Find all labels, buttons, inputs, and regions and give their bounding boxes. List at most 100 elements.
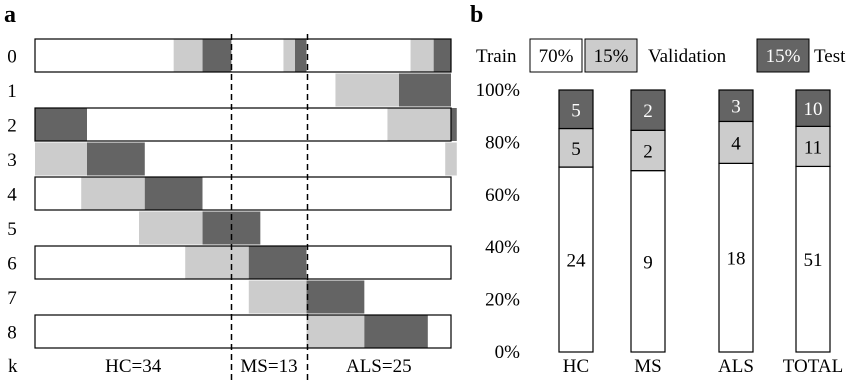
bar-value-label: 2 [643,141,653,162]
stacked-bar: 9 2 2 [630,89,666,353]
validation-segment [335,73,399,107]
legend-validation-label: Validation [648,46,727,67]
validation-bar-segment [558,127,594,168]
train-bar-segment [558,166,594,353]
test-segment [35,108,87,141]
validation-segment [387,108,451,141]
x-tick-label: ALS [718,356,754,377]
legend-train-pct: 70% [539,46,574,67]
legend-train-swatch [529,38,583,73]
test-segment [433,39,451,72]
fold-row-border [34,38,452,73]
legend-test-pct: 15% [766,46,801,67]
bar-value-label: 2 [643,101,653,122]
train-segment [35,39,174,72]
validation-segment [81,177,145,210]
train-bar-segment [795,165,831,353]
train-segment [202,177,457,210]
test-segment [87,142,145,176]
fold-row-border [34,245,452,280]
fold-row [34,107,457,142]
validation-segment [35,142,87,176]
fold-row-border [34,176,452,211]
bar-value-label: 5 [571,139,581,160]
y-tick-label: 100% [476,80,521,101]
bar-value-label: 5 [571,100,581,121]
fold-label: 0 [7,47,17,68]
validation-segment [306,315,365,348]
bar-value-label: 4 [731,133,741,154]
group-label: HC=34 [105,356,162,377]
y-axis-ticks: 0% 20% 40% 60% 80% 100% [476,80,521,363]
fold-label: 3 [7,150,17,171]
test-bar-segment [558,89,594,130]
legend-validation-pct: 15% [594,46,629,67]
validation-segment [283,39,295,72]
fold-row [335,73,451,107]
test-segment [451,108,457,141]
fold-labels: 0 1 2 3 4 5 6 7 8 [7,47,17,344]
validation-segment [410,39,434,72]
fold-row [35,142,457,176]
fold-label: 7 [7,288,17,309]
bar-value-label: 11 [804,137,822,158]
bar-value-label: 24 [567,251,587,272]
fold-row-border [34,314,452,349]
train-bar-segment [718,162,754,353]
validation-segment [185,246,249,279]
bar-value-label: 9 [643,252,653,273]
test-segment [202,39,232,72]
test-segment [248,246,307,279]
bar-value-label: 10 [804,99,823,120]
fold-row [248,280,365,314]
validation-segment [445,142,457,176]
legend: Train 70% 15% Validation 15% Test [476,38,846,73]
y-tick-label: 40% [485,237,520,258]
fold-row [34,245,457,280]
y-tick-label: 0% [495,342,521,363]
fold-row [34,38,452,73]
train-segment [35,315,307,348]
test-bar-segment [795,89,831,127]
train-segment [35,246,186,279]
y-tick-label: 60% [485,185,520,206]
legend-test-swatch [756,38,810,73]
panel-b: b Train 70% 15% Validation 15% Test 0%20… [470,2,846,377]
fold-label: 6 [7,254,17,275]
panel-a: a 0 1 2 3 4 5 6 7 8 k HC=34 MS=13 ALS=25 [4,2,457,381]
x-tick-label: HC [563,356,589,377]
group-label: ALS=25 [346,356,412,377]
train-segment [87,108,388,141]
group-dividers [230,34,309,381]
fold-row [34,176,457,211]
y-tick-label: 80% [485,132,520,153]
train-segment [427,315,457,348]
fold-label: 8 [7,323,17,344]
fold-row-border [34,107,452,142]
train-bar-segment [630,170,666,353]
legend-validation-swatch [584,38,638,73]
test-segment [364,315,428,348]
fold-row [139,211,261,245]
bar-value-label: 3 [731,97,741,118]
stacked-bar: 24 5 5 [558,89,594,353]
bar-value-label: 51 [804,250,823,271]
test-segment [399,73,451,107]
x-tick-label: TOTAL [783,356,843,377]
panel-a-letter: a [4,2,16,28]
test-bar-segment [718,89,754,123]
train-segment [231,39,284,72]
fold-axis-label: k [8,356,18,377]
fold-row [34,314,457,349]
validation-segment [173,39,203,72]
test-segment [306,280,365,314]
fold-label: 1 [7,81,17,102]
validation-bar-segment [795,125,831,168]
test-bar-segment [630,89,666,131]
fold-label: 4 [7,185,17,206]
x-tick-label: MS [634,356,661,377]
train-segment [306,246,457,279]
validation-segment [139,211,203,245]
